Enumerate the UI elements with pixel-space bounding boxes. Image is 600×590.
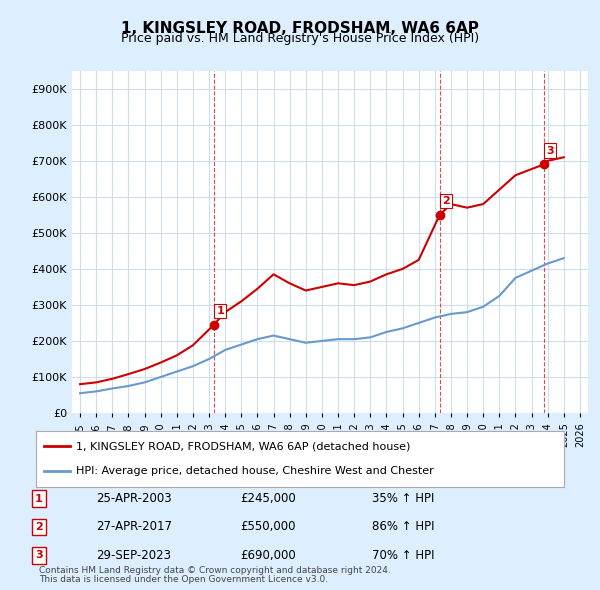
Text: 2: 2 bbox=[35, 522, 43, 532]
Text: 3: 3 bbox=[35, 550, 43, 560]
Text: 70% ↑ HPI: 70% ↑ HPI bbox=[372, 549, 434, 562]
Text: 1: 1 bbox=[217, 306, 224, 316]
Text: 1, KINGSLEY ROAD, FRODSHAM, WA6 6AP (detached house): 1, KINGSLEY ROAD, FRODSHAM, WA6 6AP (det… bbox=[76, 441, 410, 451]
Text: 25-APR-2003: 25-APR-2003 bbox=[96, 492, 172, 505]
Text: Contains HM Land Registry data © Crown copyright and database right 2024.: Contains HM Land Registry data © Crown c… bbox=[39, 566, 391, 575]
Text: 1: 1 bbox=[35, 494, 43, 503]
Text: 2: 2 bbox=[442, 196, 450, 206]
Text: 3: 3 bbox=[546, 146, 554, 156]
Text: 1, KINGSLEY ROAD, FRODSHAM, WA6 6AP: 1, KINGSLEY ROAD, FRODSHAM, WA6 6AP bbox=[121, 21, 479, 35]
Text: Price paid vs. HM Land Registry's House Price Index (HPI): Price paid vs. HM Land Registry's House … bbox=[121, 32, 479, 45]
Text: 29-SEP-2023: 29-SEP-2023 bbox=[96, 549, 171, 562]
Text: 86% ↑ HPI: 86% ↑ HPI bbox=[372, 520, 434, 533]
Text: This data is licensed under the Open Government Licence v3.0.: This data is licensed under the Open Gov… bbox=[39, 575, 328, 584]
Text: HPI: Average price, detached house, Cheshire West and Chester: HPI: Average price, detached house, Ches… bbox=[76, 466, 433, 476]
Text: 27-APR-2017: 27-APR-2017 bbox=[96, 520, 172, 533]
Text: £550,000: £550,000 bbox=[240, 520, 296, 533]
Text: £690,000: £690,000 bbox=[240, 549, 296, 562]
Text: £245,000: £245,000 bbox=[240, 492, 296, 505]
Text: 35% ↑ HPI: 35% ↑ HPI bbox=[372, 492, 434, 505]
